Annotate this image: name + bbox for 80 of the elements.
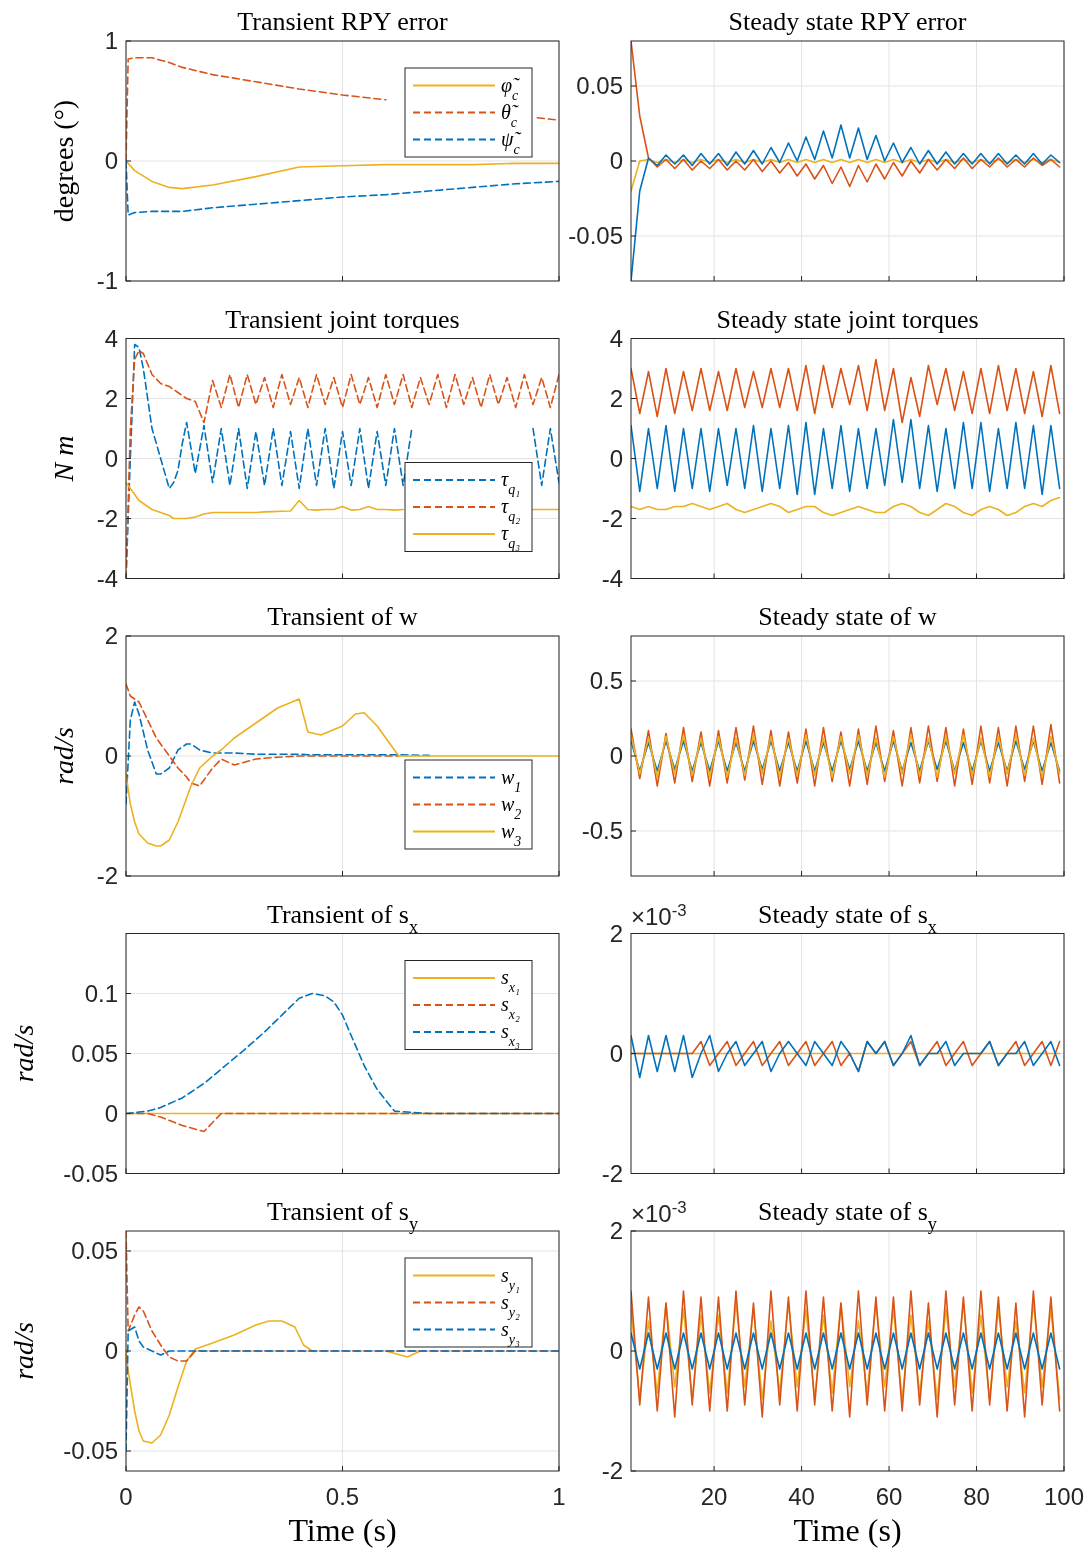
legend-label: φ̃$_{c}$ [501, 73, 521, 102]
y-tick-label: -4 [601, 564, 623, 592]
y-tick-label: -4 [96, 564, 118, 592]
legend-label: s$_{x₁}$ [501, 966, 520, 995]
line-series [631, 723, 1061, 787]
y-axis-title: rad/s [7, 1322, 39, 1380]
legend-label: ψ̃$_{c}$ [501, 127, 522, 156]
y-tick-label: 0 [609, 1337, 623, 1364]
y-tick-label: -1 [96, 267, 118, 294]
y-tick-label: 0 [609, 1039, 623, 1067]
y-axis-title: degrees (°) [48, 99, 79, 223]
chart-title: Transient of s$_{y}$ [266, 1197, 419, 1234]
line-series [126, 683, 400, 787]
line-series [631, 496, 1061, 517]
y-tick-label: 2 [104, 622, 118, 649]
text: ×10$^{-3}$ [631, 1197, 687, 1227]
x-tick-label: 1 [552, 1483, 566, 1510]
y-tick-label: 0.5 [589, 667, 623, 694]
chart-title: Steady state of w [758, 602, 937, 631]
line-series [631, 734, 1061, 778]
y-tick-label: -2 [601, 1457, 623, 1484]
text: ×10$^{-3}$ [631, 900, 687, 930]
y-tick-label: 2 [609, 384, 623, 412]
x-tick-label: 100 [1043, 1483, 1085, 1510]
y-tick-label: 0.05 [71, 1237, 118, 1264]
y-tick-label: 0 [609, 742, 623, 769]
line-series [126, 160, 559, 190]
y-tick-label: -2 [601, 1159, 623, 1187]
y-tick-label: 0.05 [71, 1039, 118, 1067]
y-tick-label: 0 [104, 444, 118, 472]
legend-label: w$_{2}$ [501, 792, 522, 821]
y-tick-label: 2 [104, 384, 118, 412]
x-tick-label: 0.5 [325, 1483, 360, 1510]
legend-label: w$_{1}$ [501, 765, 522, 794]
y-tick-label: 4 [104, 324, 118, 352]
chart-title: Steady state of s$_{x}$ [758, 899, 937, 937]
chart-title: Steady state RPY error [728, 7, 967, 36]
y-tick-label: 0.05 [576, 72, 623, 99]
line-series [126, 698, 559, 847]
line-series [631, 158, 1061, 192]
y-axis-title: N m [48, 435, 79, 483]
y-tick-label: -2 [601, 504, 623, 532]
x-tick-label: 60 [875, 1483, 903, 1510]
y-tick-label: -2 [96, 504, 118, 532]
y-tick-label: 0 [104, 742, 118, 769]
x-axis-title: Time (s) [288, 1512, 397, 1548]
y-tick-label: -2 [96, 862, 118, 889]
chart-title: Transient of s$_{x}$ [266, 899, 419, 937]
y-tick-label: 2 [609, 1217, 623, 1244]
y-tick-label: 0 [609, 147, 623, 174]
chart-title: Transient of w [267, 602, 419, 631]
x-axis-title: Time (s) [793, 1512, 902, 1548]
y-tick-label: 4 [609, 324, 623, 352]
line-series [631, 358, 1061, 424]
y-tick-label: 2 [609, 919, 623, 947]
chart-title: Steady state of s$_{y}$ [758, 1197, 938, 1234]
line-series [631, 1034, 1061, 1079]
x-tick-label: 80 [963, 1483, 990, 1510]
legend-label: τ$_{q₁}$ [501, 468, 521, 497]
y-tick-label: 0 [104, 1099, 118, 1127]
y-axis-title: rad/s [7, 1024, 39, 1083]
y-tick-label: -0.05 [63, 1437, 118, 1464]
y-tick-label: -0.5 [581, 817, 623, 844]
legend-label: w$_{3}$ [501, 819, 522, 848]
y-tick-label: 0.1 [84, 979, 118, 1007]
line-series [631, 1290, 1061, 1418]
legend-label: θ̃$_{c}$ [501, 100, 519, 129]
y-tick-label: 1 [104, 27, 118, 54]
y-axis-title: rad/s [48, 727, 79, 785]
y-tick-label: -0.05 [63, 1159, 118, 1187]
chart-title: Transient RPY error [237, 7, 449, 36]
y-tick-label: 0 [104, 147, 118, 174]
x-tick-label: 40 [788, 1483, 815, 1510]
line-series [631, 418, 1061, 496]
chart-title: Steady state joint torques [716, 304, 979, 334]
y-tick-label: 0 [609, 444, 623, 472]
y-tick-label: -0.05 [568, 222, 623, 249]
y-tick-label: 0 [104, 1337, 118, 1364]
chart-title: Transient joint torques [225, 304, 460, 334]
x-tick-label: 20 [700, 1483, 728, 1510]
